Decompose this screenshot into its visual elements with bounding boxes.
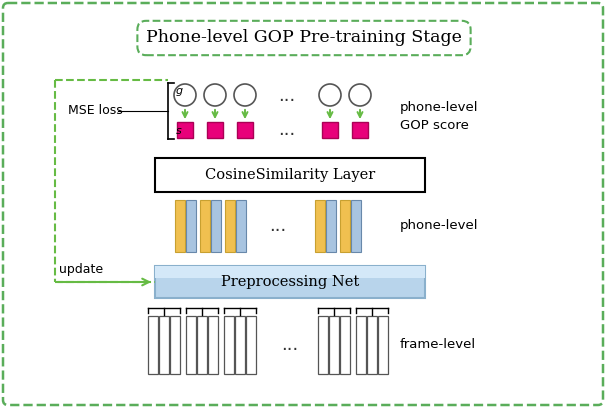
Text: Preprocessing Net: Preprocessing Net (221, 275, 359, 289)
Bar (237, 122, 253, 138)
Bar (367, 316, 377, 374)
Text: ...: ... (282, 336, 299, 354)
Text: CosineSimilarity Layer: CosineSimilarity Layer (205, 168, 375, 182)
Bar (352, 122, 368, 138)
Bar (170, 316, 180, 374)
Bar (186, 200, 196, 252)
Text: phone-level: phone-level (400, 220, 478, 233)
Bar (235, 316, 245, 374)
Circle shape (174, 84, 196, 106)
Bar (356, 316, 366, 374)
Bar (155, 266, 425, 298)
Text: ...: ... (278, 87, 295, 105)
Bar (155, 158, 425, 192)
Bar (329, 316, 339, 374)
Text: g: g (176, 86, 183, 96)
Bar (207, 122, 223, 138)
Text: update: update (59, 264, 103, 277)
Bar (208, 316, 218, 374)
Bar (177, 122, 193, 138)
Bar (351, 200, 361, 252)
Bar (200, 200, 210, 252)
Circle shape (204, 84, 226, 106)
Text: phone-level
GOP score: phone-level GOP score (400, 101, 478, 132)
Bar (340, 200, 350, 252)
Text: MSE loss: MSE loss (67, 104, 122, 118)
Text: s: s (176, 126, 182, 136)
Bar (378, 316, 388, 374)
Circle shape (319, 84, 341, 106)
Bar (326, 200, 336, 252)
Bar (197, 316, 207, 374)
Bar (155, 266, 425, 278)
Bar (148, 316, 158, 374)
Text: Phone-level GOP Pre-training Stage: Phone-level GOP Pre-training Stage (146, 29, 462, 47)
FancyBboxPatch shape (3, 3, 603, 405)
Bar (175, 200, 185, 252)
Bar (224, 316, 234, 374)
Bar (318, 316, 328, 374)
Bar (186, 316, 196, 374)
Bar (159, 316, 169, 374)
Bar (211, 200, 221, 252)
Bar (236, 200, 246, 252)
Bar (322, 122, 338, 138)
Bar (246, 316, 256, 374)
Bar (315, 200, 325, 252)
Bar (340, 316, 350, 374)
Bar (225, 200, 235, 252)
Text: ...: ... (269, 217, 286, 235)
Text: frame-level: frame-level (400, 339, 476, 352)
Circle shape (349, 84, 371, 106)
Text: ...: ... (278, 121, 295, 139)
Circle shape (234, 84, 256, 106)
